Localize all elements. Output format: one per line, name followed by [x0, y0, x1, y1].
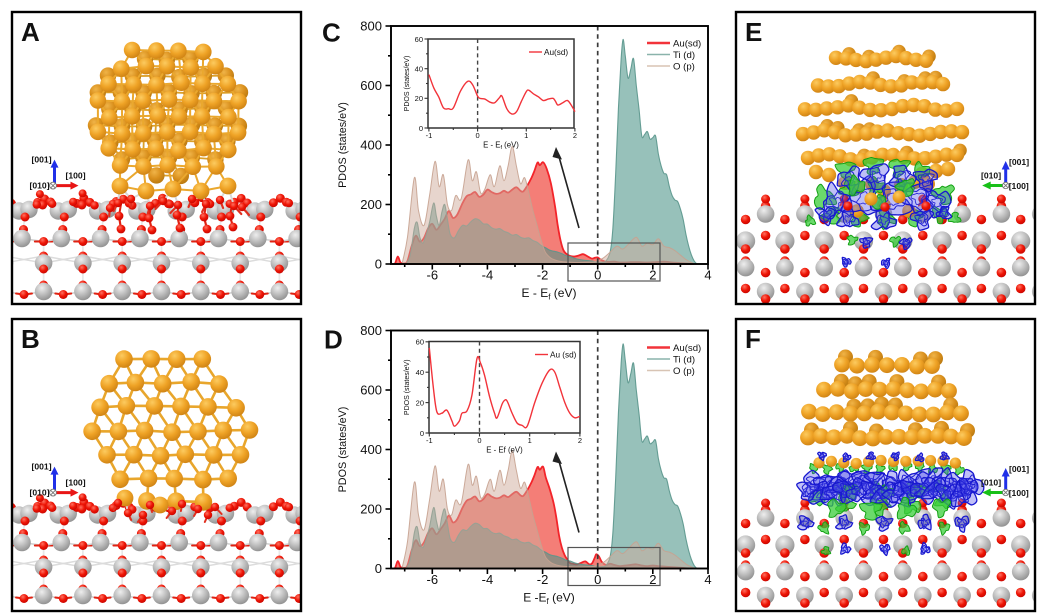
- svg-text:-1: -1: [426, 436, 433, 445]
- svg-text:E - Ef (eV): E - Ef (eV): [486, 446, 523, 455]
- svg-text:600: 600: [360, 78, 382, 93]
- svg-text:O (p): O (p): [673, 62, 695, 73]
- svg-text:2: 2: [573, 131, 577, 140]
- svg-text:[001]: [001]: [1009, 157, 1029, 167]
- svg-text:E -Ef (eV): E -Ef (eV): [523, 591, 575, 607]
- svg-text:B: B: [21, 324, 40, 354]
- svg-text:1: 1: [528, 436, 532, 445]
- svg-text:0: 0: [594, 572, 601, 587]
- svg-text:F: F: [745, 324, 761, 354]
- svg-text:A: A: [21, 17, 40, 47]
- svg-text:1: 1: [524, 131, 528, 140]
- svg-text:Au(sd): Au(sd): [673, 343, 701, 354]
- svg-text:20: 20: [416, 398, 424, 407]
- svg-text:0: 0: [375, 561, 382, 576]
- svg-text:0: 0: [375, 257, 382, 272]
- svg-text:-2: -2: [537, 268, 549, 283]
- svg-text:200: 200: [360, 197, 382, 212]
- svg-text:PDOS (states/eV): PDOS (states/eV): [404, 56, 411, 112]
- svg-text:O (p): O (p): [673, 366, 695, 377]
- svg-text:E - Ef (eV): E - Ef (eV): [522, 286, 577, 302]
- svg-text:-1: -1: [426, 131, 433, 140]
- svg-text:800: 800: [360, 323, 382, 338]
- svg-text:Ti (d): Ti (d): [673, 50, 695, 61]
- svg-text:0: 0: [476, 131, 480, 140]
- svg-text:C: C: [322, 18, 341, 48]
- svg-text:[010]: [010]: [981, 477, 1001, 487]
- svg-text:4: 4: [704, 572, 711, 587]
- svg-text:Au(sd): Au(sd): [544, 48, 568, 57]
- svg-text:2: 2: [649, 572, 656, 587]
- svg-text:E: E: [745, 17, 762, 47]
- svg-text:60: 60: [415, 35, 423, 44]
- svg-text:0: 0: [477, 436, 481, 445]
- svg-text:Au (sd): Au (sd): [550, 351, 577, 360]
- svg-text:-6: -6: [426, 572, 438, 587]
- svg-text:40: 40: [416, 368, 424, 377]
- svg-text:[001]: [001]: [32, 462, 52, 472]
- svg-text:[010]: [010]: [30, 488, 50, 498]
- svg-text:40: 40: [415, 64, 423, 73]
- svg-text:PDOS (states/eV): PDOS (states/eV): [337, 102, 349, 188]
- svg-text:[100]: [100]: [1009, 181, 1029, 191]
- svg-text:[100]: [100]: [66, 478, 86, 488]
- svg-text:200: 200: [360, 502, 382, 517]
- svg-text:[001]: [001]: [32, 155, 52, 165]
- svg-text:[100]: [100]: [1009, 488, 1029, 498]
- svg-text:0: 0: [420, 429, 424, 438]
- svg-text:600: 600: [360, 383, 382, 398]
- svg-text:-2: -2: [537, 572, 549, 587]
- svg-text:[100]: [100]: [66, 171, 86, 181]
- svg-text:-6: -6: [426, 268, 438, 283]
- svg-text:[010]: [010]: [30, 181, 50, 191]
- svg-text:E - Ef (eV): E - Ef (eV): [483, 141, 519, 152]
- svg-text:Ti (d): Ti (d): [673, 355, 695, 366]
- svg-text:Au(sd): Au(sd): [673, 39, 701, 50]
- svg-text:800: 800: [360, 19, 382, 34]
- svg-text:-4: -4: [482, 572, 494, 587]
- svg-text:PDOS (states/eV): PDOS (states/eV): [337, 407, 349, 493]
- svg-text:PDOS (states/eV): PDOS (states/eV): [404, 359, 411, 415]
- svg-text:0: 0: [594, 268, 601, 283]
- svg-text:-4: -4: [482, 268, 494, 283]
- svg-text:0: 0: [419, 124, 423, 133]
- svg-text:[001]: [001]: [1009, 464, 1029, 474]
- svg-text:2: 2: [649, 268, 656, 283]
- svg-text:400: 400: [360, 138, 382, 153]
- svg-text:4: 4: [704, 268, 711, 283]
- svg-text:60: 60: [416, 338, 424, 347]
- svg-text:[010]: [010]: [981, 170, 1001, 180]
- svg-text:2: 2: [578, 436, 582, 445]
- svg-text:20: 20: [415, 94, 423, 103]
- svg-text:D: D: [324, 325, 343, 355]
- svg-text:400: 400: [360, 442, 382, 457]
